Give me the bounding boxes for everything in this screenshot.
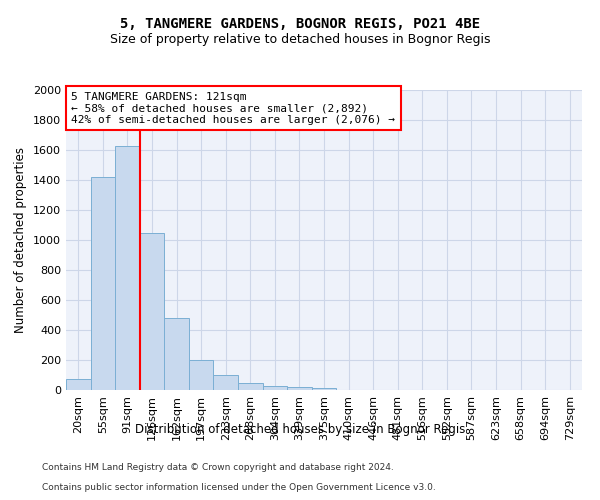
Y-axis label: Number of detached properties: Number of detached properties bbox=[14, 147, 28, 333]
Bar bbox=[287, 387, 312, 390]
Bar bbox=[238, 383, 263, 390]
Bar bbox=[91, 177, 115, 390]
Text: 5, TANGMERE GARDENS, BOGNOR REGIS, PO21 4BE: 5, TANGMERE GARDENS, BOGNOR REGIS, PO21 … bbox=[120, 18, 480, 32]
Bar bbox=[66, 379, 91, 390]
Bar bbox=[140, 232, 164, 390]
Bar bbox=[115, 146, 140, 390]
Bar bbox=[263, 386, 287, 390]
Bar bbox=[214, 375, 238, 390]
Bar bbox=[164, 318, 189, 390]
Bar bbox=[189, 360, 214, 390]
Text: Size of property relative to detached houses in Bognor Regis: Size of property relative to detached ho… bbox=[110, 32, 490, 46]
Text: Contains public sector information licensed under the Open Government Licence v3: Contains public sector information licen… bbox=[42, 484, 436, 492]
Bar bbox=[312, 388, 336, 390]
Text: Distribution of detached houses by size in Bognor Regis: Distribution of detached houses by size … bbox=[135, 422, 465, 436]
Text: 5 TANGMERE GARDENS: 121sqm
← 58% of detached houses are smaller (2,892)
42% of s: 5 TANGMERE GARDENS: 121sqm ← 58% of deta… bbox=[71, 92, 395, 124]
Text: Contains HM Land Registry data © Crown copyright and database right 2024.: Contains HM Land Registry data © Crown c… bbox=[42, 464, 394, 472]
